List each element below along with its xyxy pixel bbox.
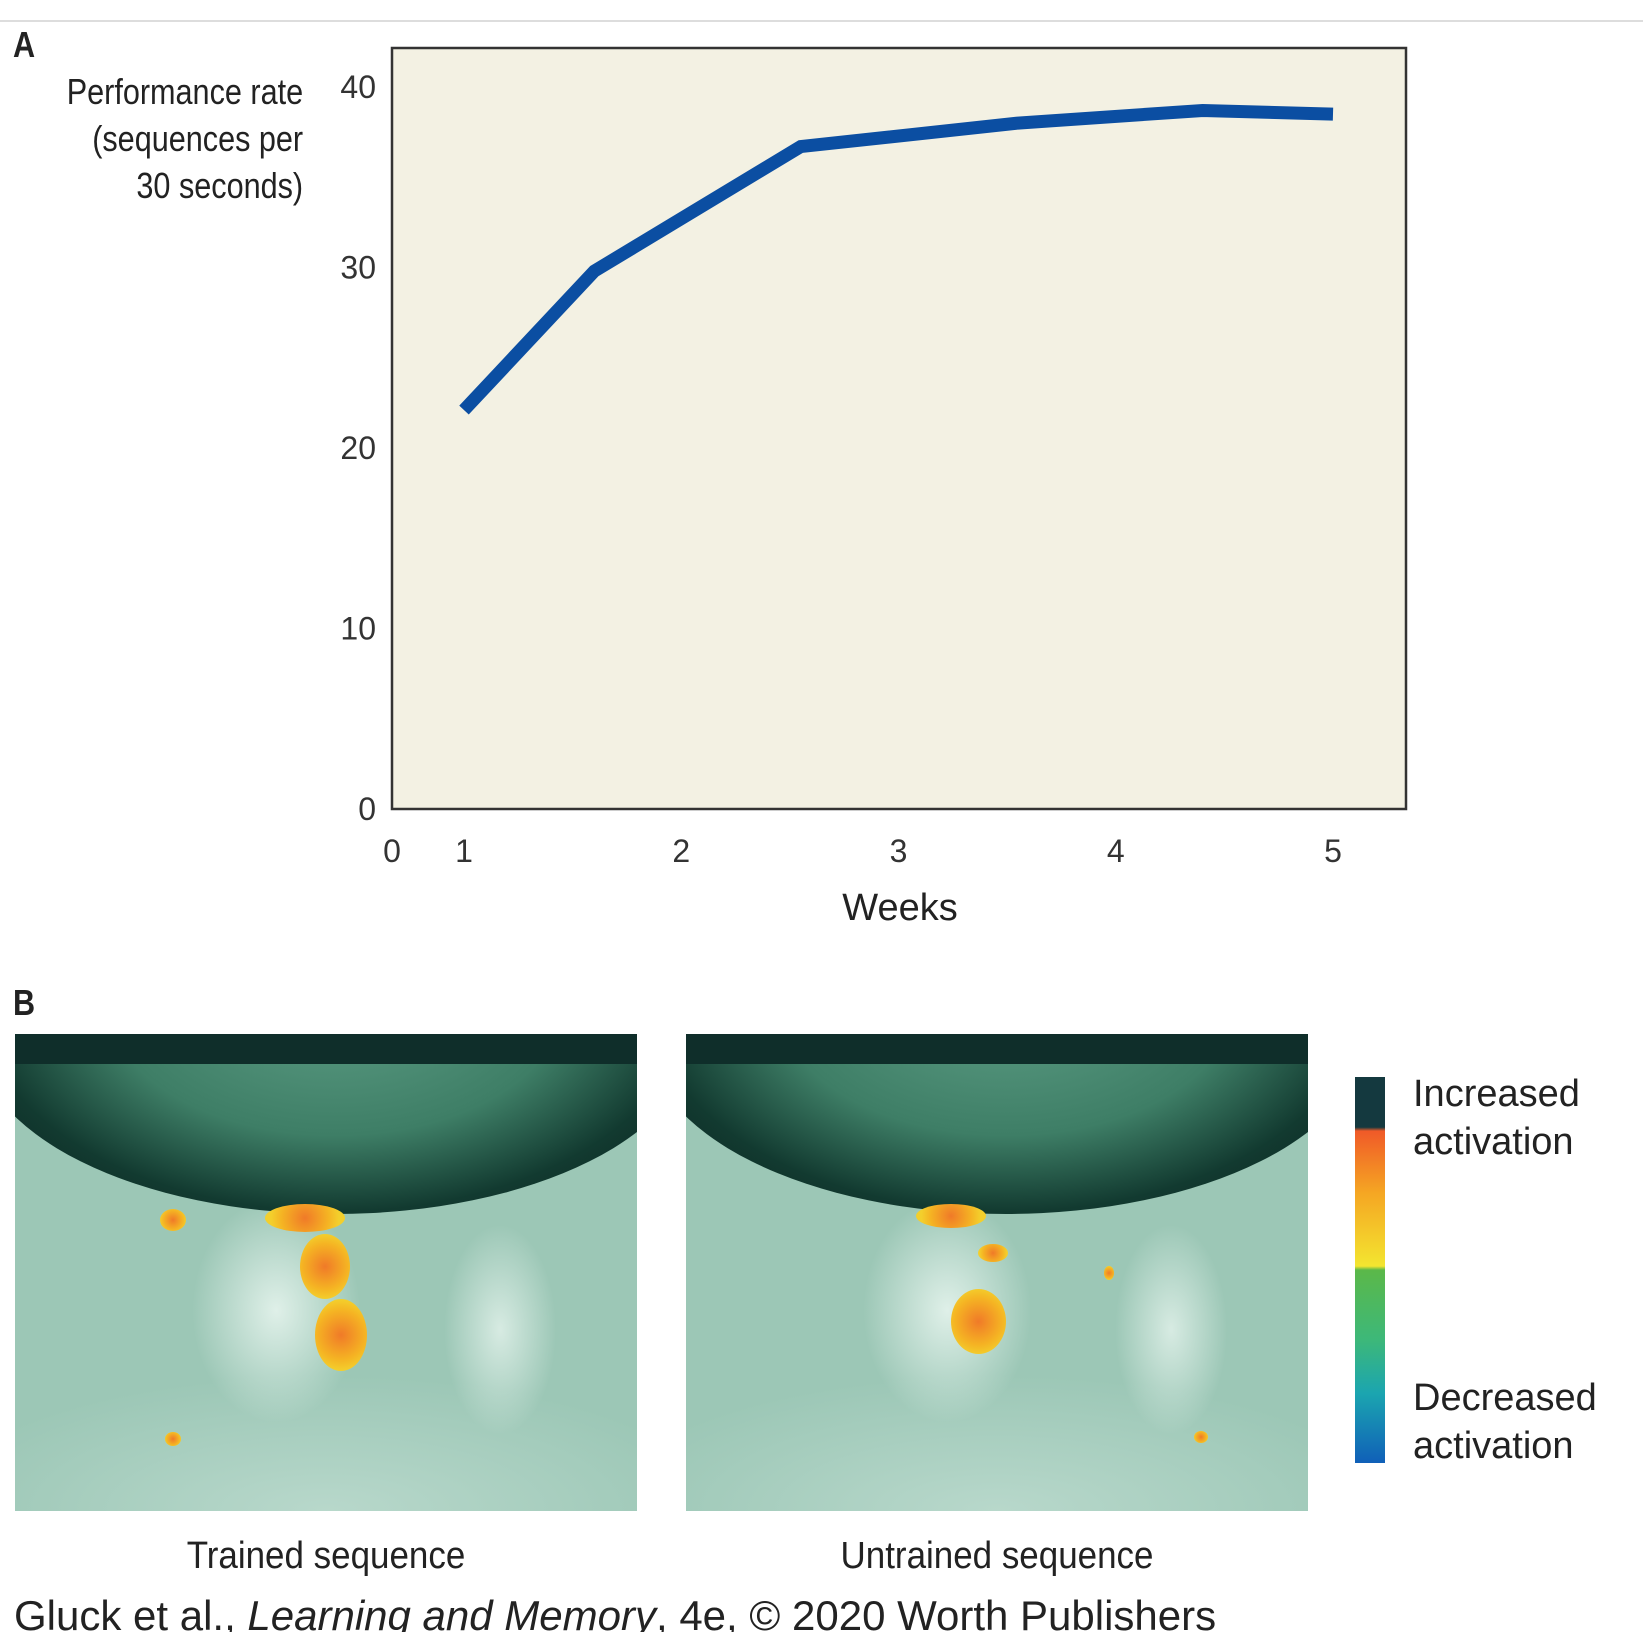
activation-spot — [160, 1209, 186, 1231]
y-axis-label: Performance rate (sequences per 30 secon… — [67, 68, 303, 209]
activation-colorbar — [1355, 1077, 1385, 1463]
y-tick-label: 10 — [340, 611, 376, 647]
brain-image-trained — [15, 1034, 637, 1511]
activation-spot — [1104, 1266, 1114, 1280]
panel-b-label: B — [13, 982, 36, 1023]
x-tick-label: 2 — [672, 833, 690, 869]
colorbar-top-label: Increased activation — [1413, 1073, 1580, 1163]
x-axis-label: Weeks — [842, 887, 957, 929]
activation-spot — [951, 1289, 1006, 1354]
activation-spot — [165, 1432, 181, 1446]
credit-prefix: Gluck et al., — [14, 1592, 248, 1632]
activation-spot — [265, 1204, 345, 1232]
credit-suffix: , 4e, © 2020 Worth Publishers — [655, 1592, 1217, 1632]
y-axis-label-line: (sequences per — [92, 118, 303, 159]
y-axis-label-line: Performance rate — [66, 71, 303, 112]
y-tick-label: 30 — [340, 250, 376, 286]
brain-image-untrained — [686, 1034, 1308, 1511]
activation-spot — [1194, 1431, 1208, 1443]
x-tick-label: 5 — [1324, 833, 1342, 869]
panel-a-label: A — [13, 24, 36, 65]
x-tick-label: 3 — [890, 833, 908, 869]
activation-spot — [978, 1244, 1008, 1262]
x-tick-label: 4 — [1107, 833, 1125, 869]
activation-spot — [300, 1234, 350, 1299]
top-divider — [0, 20, 1643, 22]
image-top-band — [686, 1034, 1308, 1064]
y-tick-label: 0 — [358, 791, 376, 827]
activation-spot — [916, 1204, 986, 1228]
plot-area — [390, 46, 1408, 811]
y-axis-label-line: 30 seconds) — [136, 165, 303, 206]
credit-line: Gluck et al., Learning and Memory, 4e, ©… — [14, 1592, 1216, 1632]
colorbar-bottom-label: Decreased activation — [1413, 1377, 1597, 1467]
x-tick-label: 0 — [383, 833, 401, 869]
y-tick-label: 40 — [340, 69, 376, 105]
series-line — [459, 103, 1334, 415]
activation-spot — [315, 1299, 367, 1371]
performance-chart: 0 10 20 30 40 0 1 2 3 4 5 Weeks — [340, 46, 1408, 929]
credit-title: Learning and Memory — [247, 1592, 656, 1632]
caption-trained: Trained sequence — [186, 1535, 466, 1577]
y-tick-label: 20 — [340, 430, 376, 466]
image-top-band — [15, 1034, 637, 1064]
x-tick-label: 1 — [455, 833, 473, 869]
caption-untrained: Untrained sequence — [840, 1535, 1154, 1577]
